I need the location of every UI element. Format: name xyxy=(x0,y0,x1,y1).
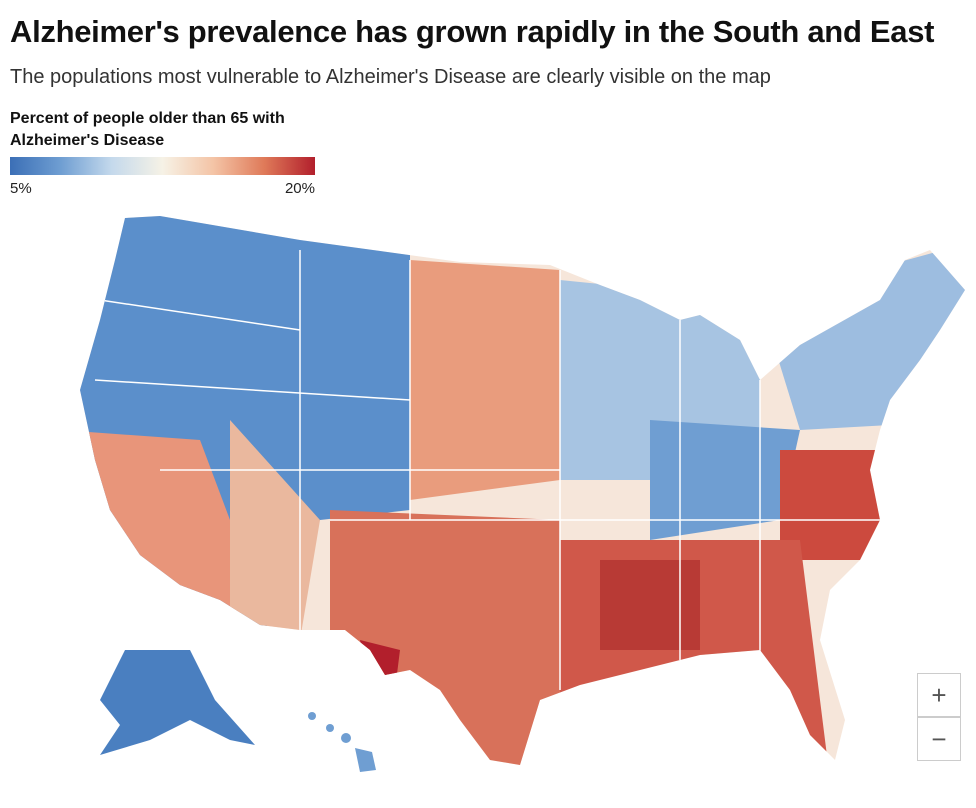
alaska xyxy=(100,650,255,755)
title: Alzheimer's prevalence has grown rapidly… xyxy=(10,14,935,49)
zoom-out[interactable]: − xyxy=(917,717,961,761)
hawaii xyxy=(308,712,376,772)
legend-min-label: 5% xyxy=(10,180,32,197)
zoom-in[interactable]: + xyxy=(917,673,961,717)
legend-title: Percent of people older than 65 with Alz… xyxy=(10,110,285,149)
legend-max-label: 20% xyxy=(284,180,315,197)
subtitle: The populations most vulnerable to Alzhe… xyxy=(10,66,771,88)
legend-gradient xyxy=(10,157,315,175)
